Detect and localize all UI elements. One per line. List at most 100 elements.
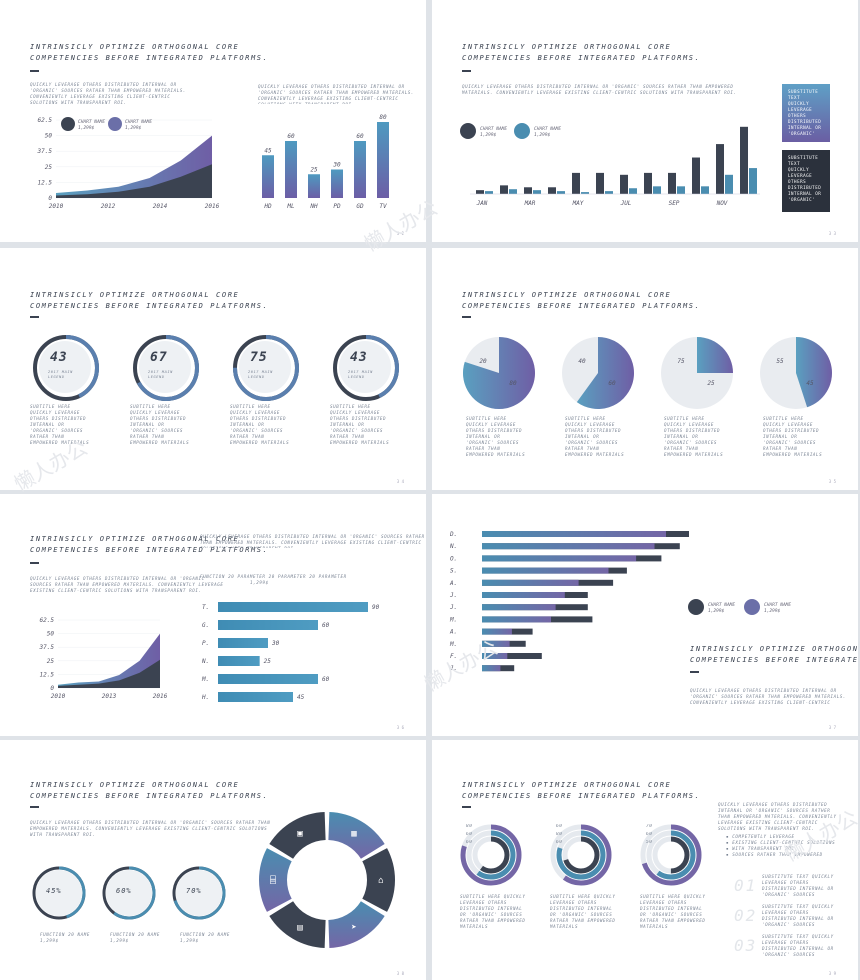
gift-icon: ⌂ xyxy=(378,876,383,886)
ring-amount: 1,299$ xyxy=(40,938,59,943)
bar-value-label: 60 xyxy=(322,622,330,629)
ring-value-label: 60 xyxy=(466,832,473,837)
ring-progress xyxy=(460,824,522,886)
x-tick-label: ML xyxy=(286,203,295,210)
y-tick-label: 0 xyxy=(48,195,52,202)
ring-inner xyxy=(39,341,91,393)
ring-description: SUBTITLE HERE QUICKLY LEVERAGE OTHERS DI… xyxy=(230,404,290,445)
bar xyxy=(668,172,676,194)
legend-dot-dark xyxy=(688,599,704,615)
slide-7[interactable]: INTRINSICLY OPTIMIZE ORTHOGONAL CORE COM… xyxy=(0,740,426,980)
bullet-list: ▪ COMPETENTLY LEVERAGE ▪ EXISTING CLIENT-… xyxy=(726,834,846,858)
ring-inner xyxy=(36,870,82,916)
chart-legend: CHART NAME 1,299$ CHART NAME 1,299$ xyxy=(61,117,152,131)
slide-5[interactable]: INTRINSICLY OPTIMIZE ORTHOGONAL CORE COM… xyxy=(0,494,426,736)
body-text: QUICKLY LEVERAGE OTHERS DISTRIBUTED INTE… xyxy=(690,688,847,705)
bar xyxy=(620,174,628,194)
page-number: 3 8 xyxy=(396,971,404,976)
ring-caption: 2017 MAIN LEGEND xyxy=(248,370,273,379)
bar xyxy=(605,191,613,194)
pie-chart: 45 55 xyxy=(760,337,832,409)
y-tick-label: J. xyxy=(449,604,457,611)
ring-progress xyxy=(133,335,199,401)
title-underline xyxy=(462,316,471,318)
y-tick-label: 62.5 xyxy=(38,117,53,124)
bar-series-1 xyxy=(482,567,609,574)
y-tick-label: 25 xyxy=(47,658,55,665)
slide-8[interactable]: INTRINSICLY OPTIMIZE ORTHOGONAL CORE COM… xyxy=(432,740,858,980)
legend-value-1: 1,299$ xyxy=(78,125,95,131)
page-number: 3 6 xyxy=(396,725,404,730)
bar-value-label: 90 xyxy=(372,604,380,611)
slide-title-line1: INTRINSICLY OPTIMIZE ORTHOGONAL CORE xyxy=(690,645,858,653)
slide-title-line2: COMPETENCIES BEFORE INTEGRATED PLATFORMS… xyxy=(30,302,269,310)
area-series xyxy=(56,164,212,198)
bar xyxy=(500,185,508,194)
pie-value-label: 20 xyxy=(479,358,487,365)
ring-value: 60% xyxy=(116,887,132,895)
ring-progress xyxy=(652,836,690,874)
bar xyxy=(524,187,532,194)
bar-value-label: 30 xyxy=(332,162,341,169)
y-tick-label: A. xyxy=(449,629,457,636)
bar xyxy=(308,174,320,198)
slide-6[interactable]: D. N. O. S. A. J. J. M. A. M. F. J. CHART NAME 1,29… xyxy=(432,494,858,736)
pie-description: SUBTITLE HERE QUICKLY LEVERAGE OTHERS DI… xyxy=(565,416,625,457)
legend-value-2: 1,299$ xyxy=(764,608,781,614)
sidebar-card-dark: SUBSTITUTE TEXT QUICKLY LEVERAGE OTHERS … xyxy=(782,150,830,212)
x-tick-label: JAN xyxy=(476,200,488,207)
calendar-icon: ▦ xyxy=(351,829,357,839)
legend-dot-dark xyxy=(61,117,75,131)
slide-title-line1: INTRINSICLY OPTIMIZE ORTHOGONAL CORE xyxy=(462,781,672,789)
sidebar-card-blue: SUBSTITUTE TEXT QUICKLY LEVERAGE OTHERS … xyxy=(782,84,830,142)
ring-progress xyxy=(472,836,510,874)
ring-progress xyxy=(33,335,99,401)
body-text: QUICKLY LEVERAGE OTHERS DISTRIBUTED INTE… xyxy=(30,82,187,105)
step-number: 03 xyxy=(734,936,758,955)
y-tick-label: F. xyxy=(450,653,457,660)
title-underline xyxy=(30,806,39,808)
slide-2[interactable]: INTRINSICLY OPTIMIZE ORTHOGONAL CORE COM… xyxy=(432,0,858,242)
bar-value-label: 30 xyxy=(271,640,280,647)
y-tick-label: 37.5 xyxy=(37,148,53,155)
y-tick-label: 0 xyxy=(50,685,54,692)
ring-progress xyxy=(32,866,86,920)
body-text-right: QUICKLY LEVERAGE OTHERS DISTRIBUTED INTE… xyxy=(718,802,837,831)
chart-legend: CHART NAME 1,299$ CHART NAME 1,299$ xyxy=(460,123,561,139)
y-tick-label: 25 xyxy=(45,164,53,171)
bar-chart: 45 HD 60 ML 25 NH 30 PD 60 GD 80 TV xyxy=(262,114,389,210)
legend-dot-blue xyxy=(514,123,530,139)
page-number: 3 4 xyxy=(396,479,404,484)
bar xyxy=(354,141,366,198)
ring-value: 67 xyxy=(150,350,168,365)
concentric-ring-chart xyxy=(460,824,522,886)
bar xyxy=(533,190,541,194)
y-tick-label: 12.5 xyxy=(40,671,55,678)
bar xyxy=(653,186,661,194)
y-tick-label: S. xyxy=(450,568,457,575)
slide-3[interactable]: INTRINSICLY OPTIMIZE ORTHOGONAL CORE COM… xyxy=(0,248,426,490)
bar-series-1 xyxy=(482,543,655,550)
bar xyxy=(701,186,709,194)
bar-series-1 xyxy=(482,579,579,586)
page-number: 3 9 xyxy=(828,971,836,976)
pie-slice-main xyxy=(796,337,832,408)
legend-label-1: CHART NAME xyxy=(480,126,507,132)
function-value: 1,299$ xyxy=(250,580,269,585)
bar xyxy=(218,656,260,666)
slide-1[interactable]: INTRINSICLY OPTIMIZE ORTHOGONAL CORE COM… xyxy=(0,0,426,242)
slide-4[interactable]: INTRINSICLY OPTIMIZE ORTHOGONAL CORE COM… xyxy=(432,248,858,490)
progress-ring: 70% xyxy=(170,864,226,920)
bar xyxy=(677,186,685,194)
bar-value-label: 45 xyxy=(297,694,305,701)
pie-description: SUBTITLE HERE QUICKLY LEVERAGE OTHERS DI… xyxy=(664,416,724,457)
ring-description: SUBTITLE HERE QUICKLY LEVERAGE OTHERS DI… xyxy=(550,894,616,929)
y-tick-label: J. xyxy=(449,665,457,672)
ring-amount: 1,299$ xyxy=(180,938,199,943)
ring-inner xyxy=(139,341,191,393)
pie-value-label: 75 xyxy=(677,358,685,365)
pie-value-label: 80 xyxy=(509,380,517,387)
slide-title-line1: INTRINSICLY OPTIMIZE ORTHOGONAL CORE xyxy=(30,43,240,51)
ring-inner xyxy=(239,341,291,393)
